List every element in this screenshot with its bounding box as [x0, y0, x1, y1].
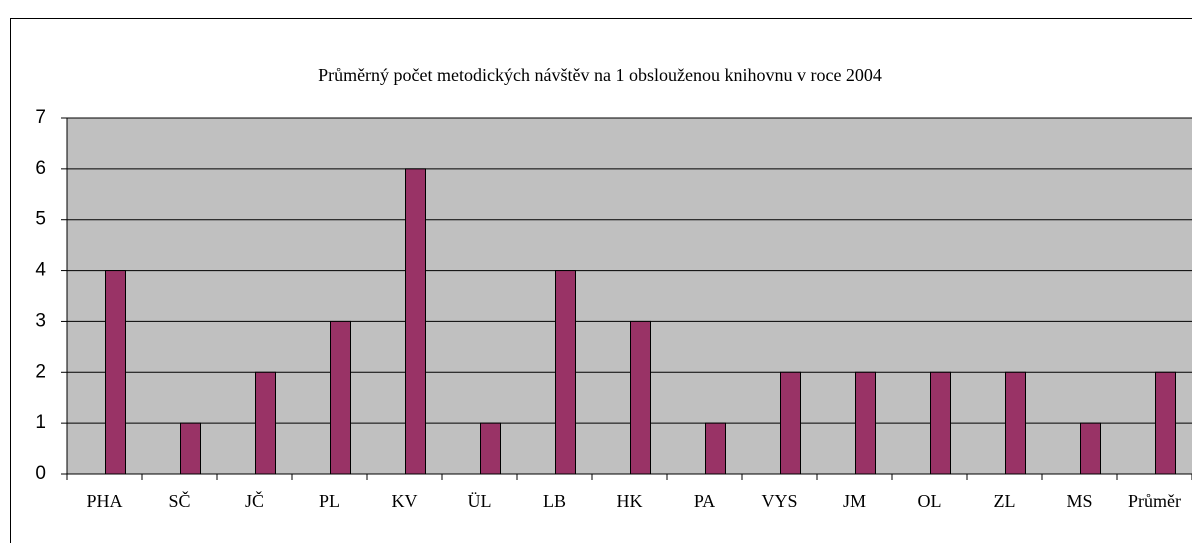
bar	[405, 168, 426, 475]
y-tick-label: 1	[35, 412, 46, 433]
y-tick-label: 3	[35, 310, 46, 331]
bar	[1005, 371, 1026, 475]
bar	[480, 422, 501, 475]
plot-area	[67, 118, 1192, 474]
x-tick-label: MS	[1066, 491, 1092, 511]
x-tick-label: Průměr	[1128, 491, 1181, 511]
x-tick-label: KV	[392, 491, 418, 511]
bar	[255, 371, 276, 475]
bar	[105, 270, 126, 475]
x-tick-label: LB	[543, 491, 566, 511]
x-tick-label: ZL	[994, 491, 1016, 511]
x-tick-label: PA	[694, 491, 715, 511]
x-tick-label: JČ	[245, 490, 264, 511]
chart-title: Průměrný počet metodických návštěv na 1 …	[318, 65, 882, 85]
y-tick-label: 4	[35, 260, 46, 281]
x-tick-label: OL	[918, 491, 942, 511]
y-tick-label: 7	[35, 107, 46, 128]
y-tick-label: 6	[35, 158, 46, 179]
bar	[1080, 422, 1101, 475]
bar	[555, 270, 576, 475]
bar	[180, 422, 201, 475]
x-tick-label: ÜL	[468, 491, 492, 511]
bar	[855, 371, 876, 475]
y-tick-label: 0	[35, 463, 46, 484]
x-tick-label: SČ	[168, 490, 190, 511]
y-tick-label: 5	[35, 209, 46, 230]
bar	[630, 320, 651, 475]
x-tick-label: HK	[617, 491, 643, 511]
x-tick-label: PHA	[86, 491, 122, 511]
x-tick-label: JM	[843, 491, 866, 511]
bar	[1155, 371, 1176, 475]
bar	[930, 371, 951, 475]
x-tick-label: VYS	[761, 491, 797, 511]
x-tick-label: PL	[319, 491, 340, 511]
y-tick-label: 2	[35, 361, 46, 382]
bar	[705, 422, 726, 475]
bar	[780, 371, 801, 475]
bar	[330, 320, 351, 475]
